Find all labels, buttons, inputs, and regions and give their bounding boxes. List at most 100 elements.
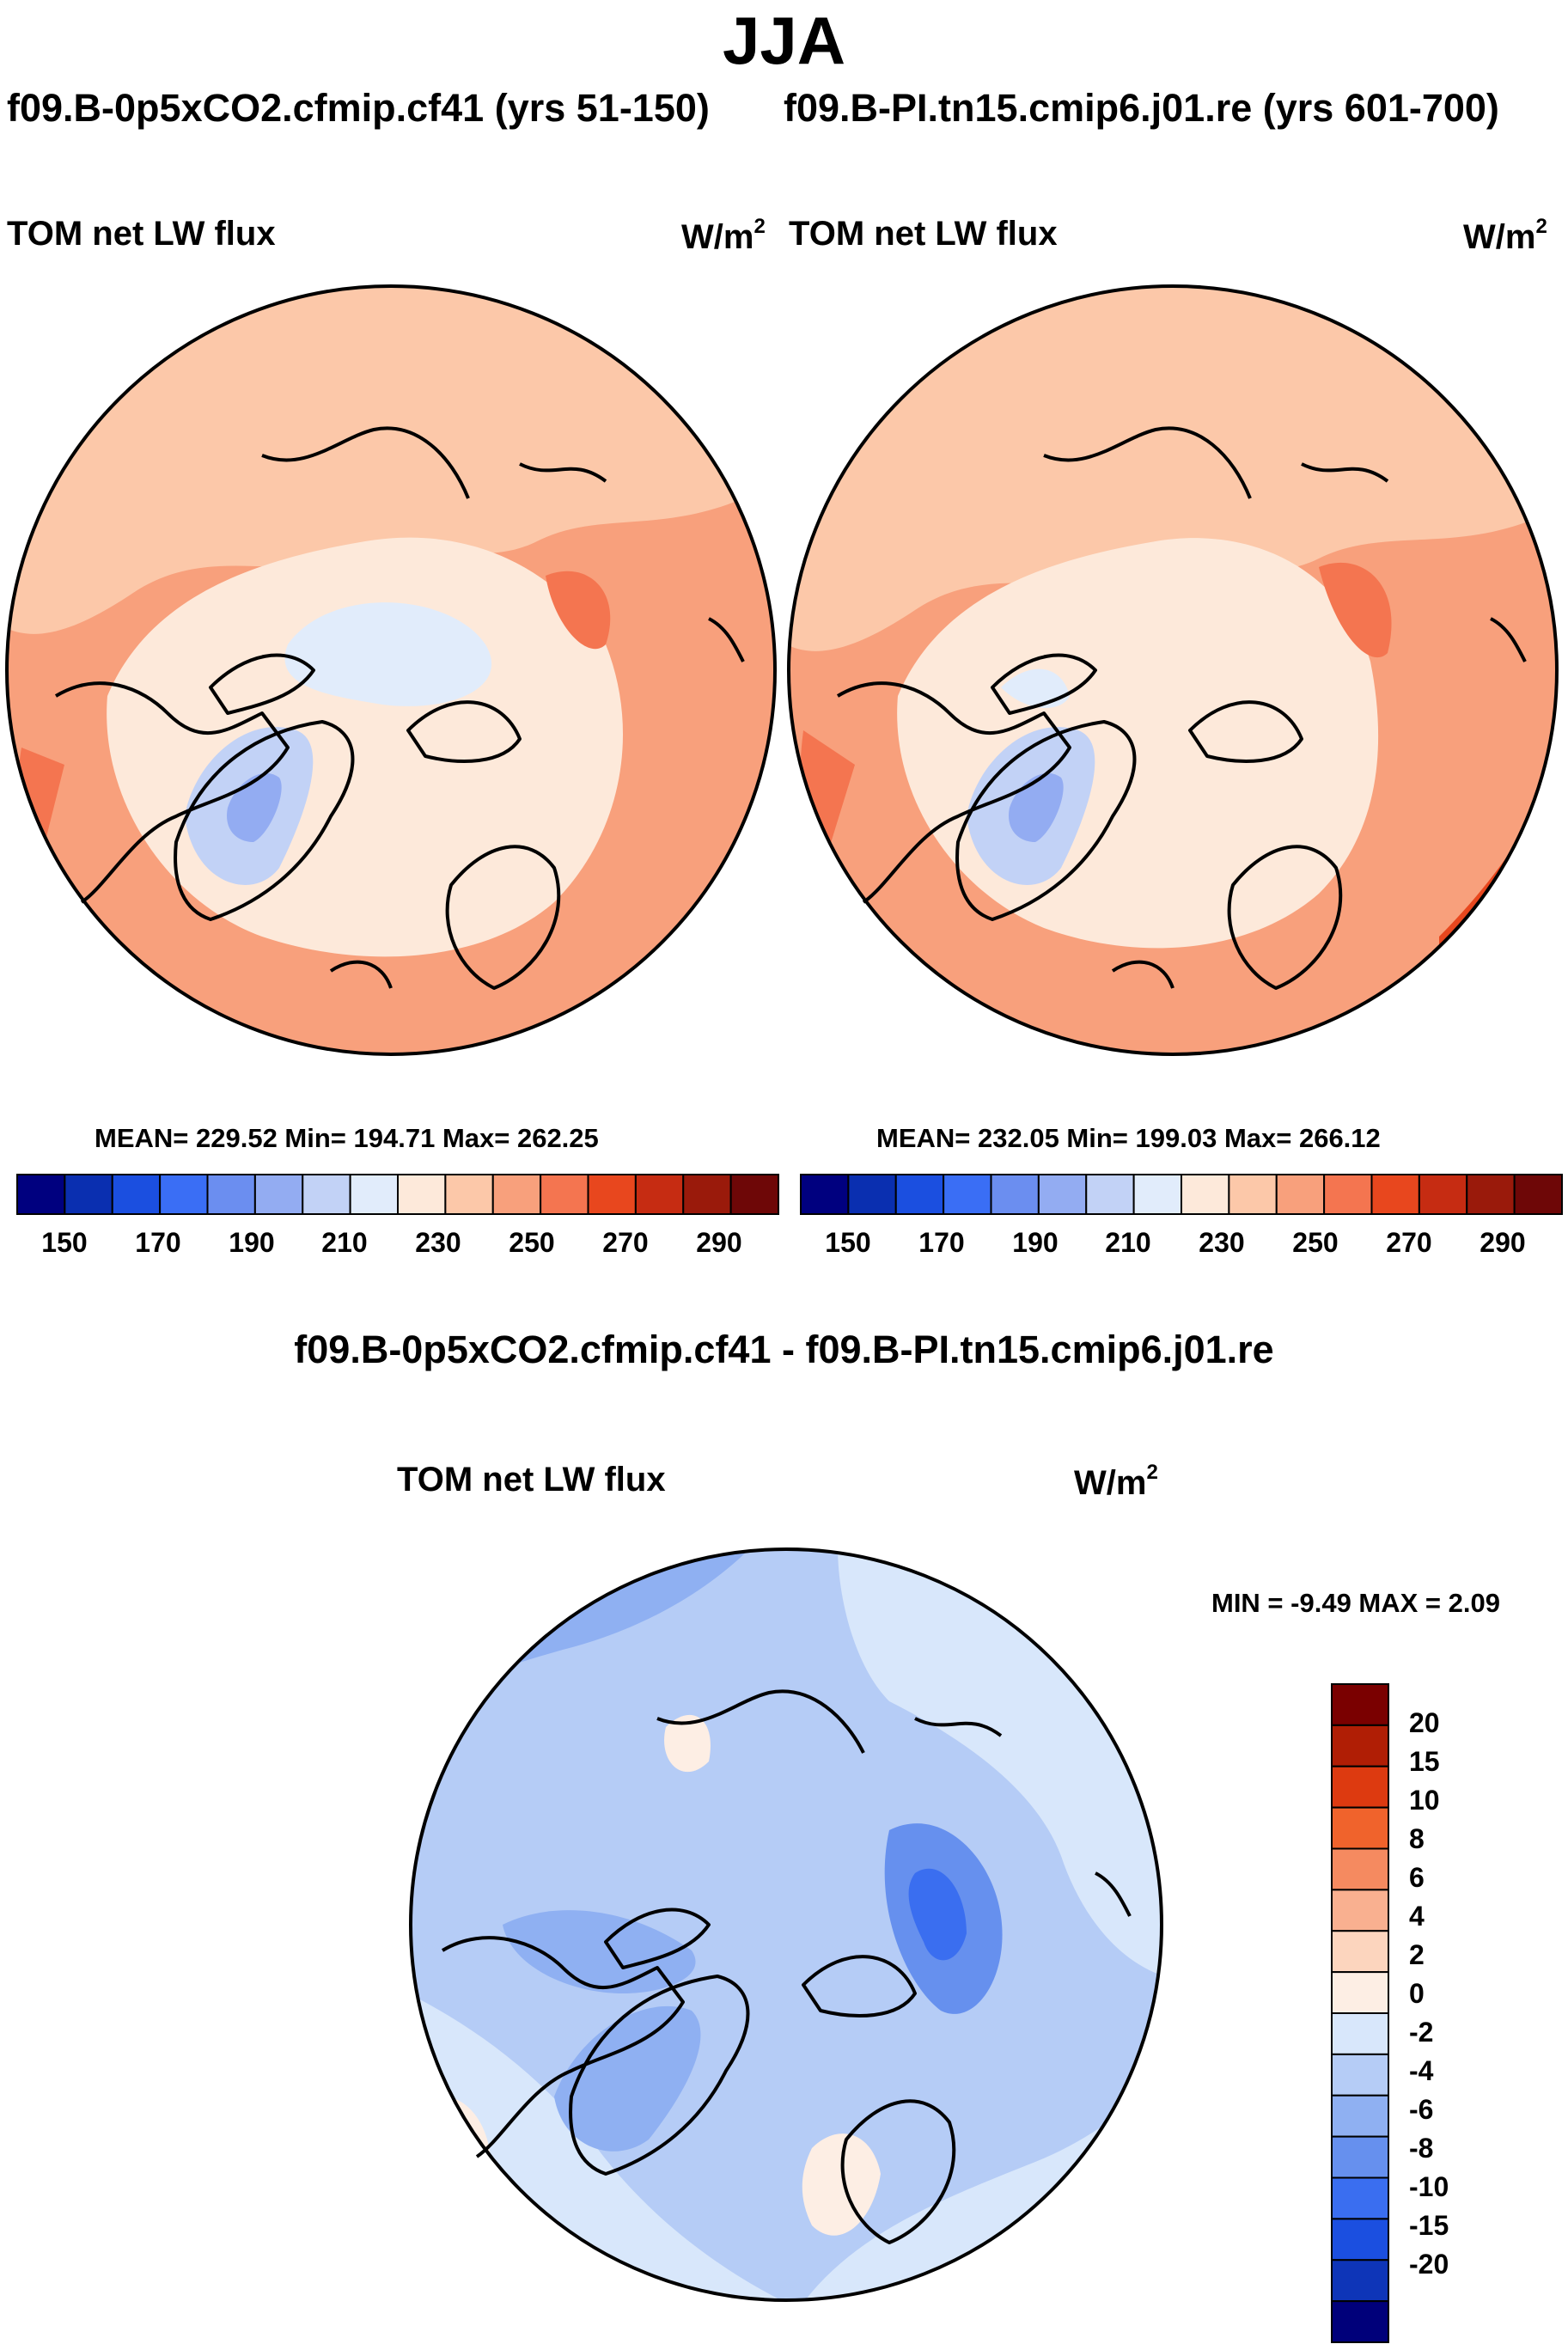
panel1-field-arctic [284,602,492,706]
cbar1-label: 290 [696,1227,742,1258]
colorbar-swatch [64,1174,113,1215]
vcbar-label: 20 [1409,1707,1440,1738]
colorbar-swatch [847,1174,897,1215]
colorbar-swatch [1331,2135,1389,2179]
panel3-colorbar [1331,1683,1389,2343]
panel1-field-hot-spot [546,571,611,650]
cbar1-label: 210 [321,1227,368,1258]
vcbar-label: 15 [1409,1746,1440,1777]
colorbar-swatch [1331,2094,1389,2138]
colorbar-swatch [1370,1174,1420,1215]
cbar2-label: 150 [825,1227,871,1258]
panel2-polar-map [787,284,1559,1056]
panel2-field-mid [789,286,1557,651]
colorbar-swatch [1418,1174,1468,1215]
vcbar-label: 4 [1409,1901,1425,1932]
colorbar-swatch [540,1174,589,1215]
vcbar-label: -6 [1409,2094,1434,2125]
panel3-field-darkest-east [908,1868,967,1961]
panel1-variable: TOM net LW flux [7,215,276,253]
colorbar-swatch [349,1174,399,1215]
panel2-colorbar [800,1174,1563,1215]
panel2-units: W/m2 [1463,215,1547,256]
figure-title: JJA [722,3,846,78]
vcbar-label: -4 [1409,2055,1434,2086]
colorbar-swatch [1331,1971,1389,2014]
panel3-units: W/m2 [1074,1461,1158,1502]
vcbar-label: -8 [1409,2133,1434,2164]
colorbar-swatch [1085,1174,1135,1215]
colorbar-swatch [1331,1889,1389,1932]
colorbar-swatch [1331,1765,1389,1809]
colorbar-swatch [1331,2300,1389,2343]
panel1-units: W/m2 [681,215,766,256]
case-title-left: f09.B-0p5xCO2.cfmip.cf41 (yrs 51-150) [7,86,710,130]
colorbar-swatch [1331,2176,1389,2220]
cbar1-label: 150 [41,1227,88,1258]
panel3-stats: MIN = -9.49 MAX = 2.09 [1211,1588,1500,1618]
panel3-field-mid-greenland [554,2005,701,2152]
vcbar-label: 6 [1409,1862,1425,1893]
colorbar-swatch [587,1174,637,1215]
colorbar-swatch [253,1174,304,1215]
colorbar-swatch [1228,1174,1278,1215]
colorbar-swatch [729,1174,779,1215]
colorbar-swatch [444,1174,494,1215]
colorbar-swatch [1331,2259,1389,2303]
colorbar-swatch [1331,2053,1389,2097]
colorbar-swatch [894,1174,945,1215]
colorbar-swatch [1181,1174,1230,1215]
panel1-stats: MEAN= 229.52 Min= 194.71 Max= 262.25 [95,1123,599,1153]
panel2-field-arctic [1001,668,1070,708]
panel3-map-border [409,1547,1163,2302]
cbar2-label: 190 [1012,1227,1059,1258]
vcbar-label: -20 [1409,2249,1449,2280]
panel3-field-pos-south [802,2133,881,2236]
panel2-field-hot-spot [1319,562,1392,658]
cbar2-label: 250 [1292,1227,1339,1258]
cbar2-label: 230 [1199,1227,1245,1258]
panel2-map-border [787,284,1559,1056]
colorbar-swatch [1331,1930,1389,1974]
cbar2-label: 210 [1105,1227,1151,1258]
colorbar-swatch [634,1174,685,1215]
panel2-coastlines [836,426,1527,990]
panel1-map-border [5,284,777,1056]
colorbar-swatch [1037,1174,1088,1215]
vcbar-label: 8 [1409,1823,1425,1854]
panel2-stats: MEAN= 232.05 Min= 199.03 Max= 266.12 [876,1123,1381,1153]
colorbar-swatch [1466,1174,1516,1215]
cbar1-label: 270 [602,1227,649,1258]
cbar1-label: 250 [509,1227,555,1258]
cbar1-label: 230 [415,1227,461,1258]
panel1-field-mid [7,286,775,634]
colorbar-swatch [1331,2218,1389,2262]
panel3-variable: TOM net LW flux [397,1461,666,1499]
colorbar-swatch [943,1174,992,1215]
colorbar-swatch [16,1174,66,1215]
colorbar-swatch [1331,1847,1389,1891]
colorbar-swatch [302,1174,351,1215]
colorbar-swatch [397,1174,447,1215]
colorbar-swatch [1132,1174,1182,1215]
colorbar-swatch [1331,2012,1389,2055]
cbar2-label: 270 [1386,1227,1432,1258]
colorbar-swatch [206,1174,256,1215]
colorbar-swatch [491,1174,542,1215]
vcbar-label: -10 [1409,2171,1449,2202]
cbar1-label: 170 [135,1227,181,1258]
colorbar-swatch [1275,1174,1326,1215]
difference-title: f09.B-0p5xCO2.cfmip.cf41 - f09.B-PI.tn15… [294,1328,1274,1371]
vcbar-label: 0 [1409,1978,1425,2009]
colorbar-swatch [111,1174,162,1215]
colorbar-swatch [1331,1806,1389,1850]
vcbar-label: 10 [1409,1785,1440,1816]
cbar2-label: 290 [1480,1227,1526,1258]
colorbar-swatch [1331,1724,1389,1767]
colorbar-swatch [159,1174,209,1215]
colorbar-swatch [1331,1683,1389,1726]
cbar1-label: 190 [229,1227,275,1258]
colorbar-swatch [800,1174,850,1215]
colorbar-swatch [1513,1174,1563,1215]
panel1-colorbar [16,1174,779,1215]
